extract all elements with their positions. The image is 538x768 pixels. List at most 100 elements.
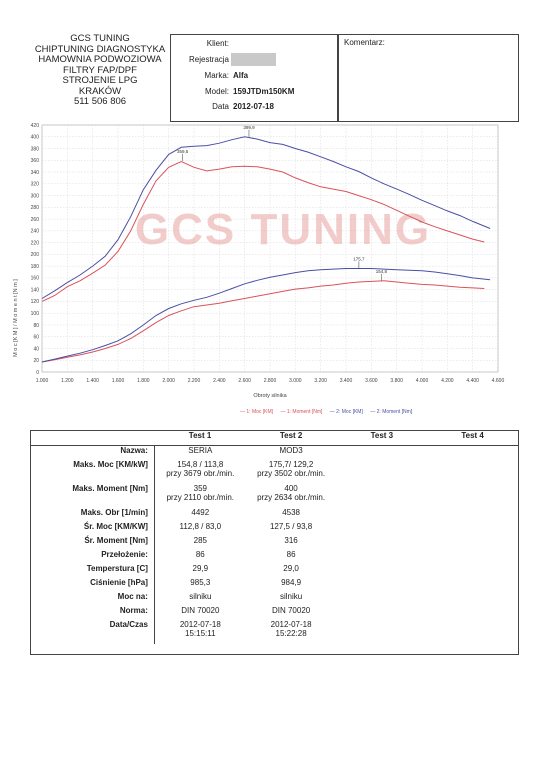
row-label: Maks. Moc [KM/kW] <box>31 460 155 484</box>
table-row: Ciśnienie [hPa] 985,3 984,9 <box>31 578 518 592</box>
results-table: Test 1 Test 2 Test 3 Test 4 Nazwa: SERIA M… <box>31 431 518 644</box>
annotation-label: 399,9 <box>243 125 255 130</box>
y-tick-label: 320 <box>31 182 40 188</box>
x-tick-label: 3.600 <box>365 378 378 384</box>
y-tick-label: 240 <box>31 229 40 235</box>
cell-empty <box>336 620 427 644</box>
cell-test1: DIN 70020 <box>154 606 245 620</box>
x-tick-label: 3.200 <box>314 378 327 384</box>
cell-value: DIN 70020 <box>271 606 311 615</box>
cell-value: 4492 <box>191 508 210 517</box>
cell-empty <box>336 592 427 606</box>
y-tick-label: 80 <box>33 323 39 329</box>
cell-empty <box>336 536 427 550</box>
company-line: KRAKÓW <box>78 85 122 97</box>
cell-value: 285 <box>193 536 207 545</box>
y-tick-label: 20 <box>33 358 39 364</box>
x-tick-label: 1.600 <box>112 378 125 384</box>
table-row: Maks. Moc [KM/kW] 154,8 / 113,8 przy 3679 … <box>31 460 518 484</box>
y-tick-label: 100 <box>31 311 40 317</box>
client-row: Klient: <box>171 39 339 53</box>
cell-empty <box>336 522 427 536</box>
cell-value: 86 <box>195 550 205 559</box>
y-axis-label: M o c [K M ] / M o m e n t [N m ] <box>13 279 19 357</box>
cell-value: DIN 70020 <box>181 606 220 615</box>
table-row: Nazwa: SERIA MOD3 <box>31 445 518 461</box>
x-tick-label: 3.800 <box>390 378 403 384</box>
legend-item: — 1: Moc [KM] <box>240 409 274 415</box>
table-row: Śr. Moc [KM/KW] 112,8 / 83,0 127,5 / 93,8 <box>31 522 518 536</box>
cell-test2: 316 <box>246 536 337 550</box>
date-value: 2012-07-18 <box>233 102 274 111</box>
y-tick-label: 60 <box>33 335 39 341</box>
cell-empty <box>427 536 518 550</box>
model-row: Model: 159JTDm150KM <box>171 87 339 101</box>
table-row: Data/Czas 2012-07-18 15:15:11 2012-07-18 15:… <box>31 620 518 644</box>
company-line: 511 506 806 <box>73 96 127 107</box>
registration-label: Rejestracja <box>188 55 229 64</box>
registration-redacted <box>231 53 276 66</box>
x-tick-label: 2.400 <box>213 378 226 384</box>
cell-value: 4538 <box>282 508 300 517</box>
table-row: Moc na: silniku silniku <box>31 592 518 606</box>
table-header-cell <box>31 431 155 446</box>
cell-test1: 985,3 <box>154 578 245 592</box>
cell-value: silniku <box>279 592 303 601</box>
cell-value: 359 <box>193 484 207 493</box>
row-label: Śr. Moc [KM/KW] <box>31 522 155 536</box>
table-header-cell: Test 3 <box>336 431 428 446</box>
cell-empty <box>427 550 518 564</box>
row-label: Maks. Moment [Nm] <box>31 484 155 508</box>
x-tick-label: 3.000 <box>289 378 302 384</box>
comment-label: Komentarz: <box>344 38 385 47</box>
cell-test2: 2012-07-18 15:22:28 <box>246 620 337 644</box>
row-label: Maks. Obr [1/min] <box>31 508 155 522</box>
chart-series <box>41 136 491 363</box>
registration-row: Rejestracja <box>171 53 339 69</box>
cell-subvalue: przy 3679 obr./min. <box>166 469 235 478</box>
chart-ticks: 1.000 1.200 1.400 1.600 1.800 2.000 2.200 2.400… <box>31 123 505 384</box>
x-tick-label: 2.000 <box>162 378 175 384</box>
model-label: Model: <box>204 87 229 96</box>
table-header-cell: Test 4 <box>427 431 518 446</box>
row-label: Przełożenie: <box>31 550 155 564</box>
y-tick-label: 340 <box>31 170 40 176</box>
cell-test2: 86 <box>246 550 337 564</box>
row-label: Nazwa: <box>31 445 155 460</box>
row-label: Temperstura [C] <box>31 564 155 578</box>
cell-test1: 285 <box>154 536 245 550</box>
cell-empty <box>336 578 427 592</box>
results-table-box: Test 1 Test 2 Test 3 Test 4 Nazwa: SERIA M… <box>30 430 519 655</box>
chart-annotations: 359,5 399,9 175,7 154,8 <box>177 125 387 281</box>
annotation-label: 175,7 <box>353 256 365 261</box>
cell-test2: 175,7/ 129,2 przy 3502 obr./min. <box>246 460 337 484</box>
date-label: Data <box>212 102 229 111</box>
vehicle-info-box: Klient: Rejestracja Marka: Alfa Model: 1… <box>170 34 338 122</box>
y-tick-label: 200 <box>31 252 40 258</box>
cell-value: SERIA <box>188 446 213 455</box>
cell-test2: 4538 <box>246 508 337 522</box>
cell-empty <box>336 446 427 461</box>
cell-empty <box>336 508 427 522</box>
annotation-label: 359,5 <box>177 149 189 154</box>
date-row: Data 2012-07-18 <box>171 102 339 116</box>
cell-value: 154,8 / 113,8 <box>177 460 224 469</box>
x-tick-label: 4.200 <box>441 378 454 384</box>
table-row: Śr. Moment [Nm] 285 316 <box>31 536 518 550</box>
x-tick-label: 4.600 <box>492 378 505 384</box>
cell-test2: 29,0 <box>246 564 337 578</box>
cell-value: 29,9 <box>192 564 209 573</box>
table-header-cell: Test 1 <box>154 431 246 446</box>
cell-empty <box>336 460 427 484</box>
cell-test2: MOD3 <box>246 446 337 461</box>
cell-value: 400 <box>284 484 298 493</box>
row-label: Śr. Moment [Nm] <box>31 536 155 550</box>
cell-subvalue: 15:15:11 <box>185 629 216 638</box>
cell-subvalue: przy 3502 obr./min. <box>257 469 326 478</box>
dyno-chart: GCS TUNING 1.000 1.200 1.400 1.600 1.800 2.00… <box>13 123 505 399</box>
cell-value: 985,3 <box>190 578 211 587</box>
x-tick-label: 2.200 <box>188 378 201 384</box>
row-label: Ciśnienie [hPa] <box>31 578 155 592</box>
cell-empty <box>336 564 427 578</box>
cell-test1: silniku <box>154 592 245 606</box>
